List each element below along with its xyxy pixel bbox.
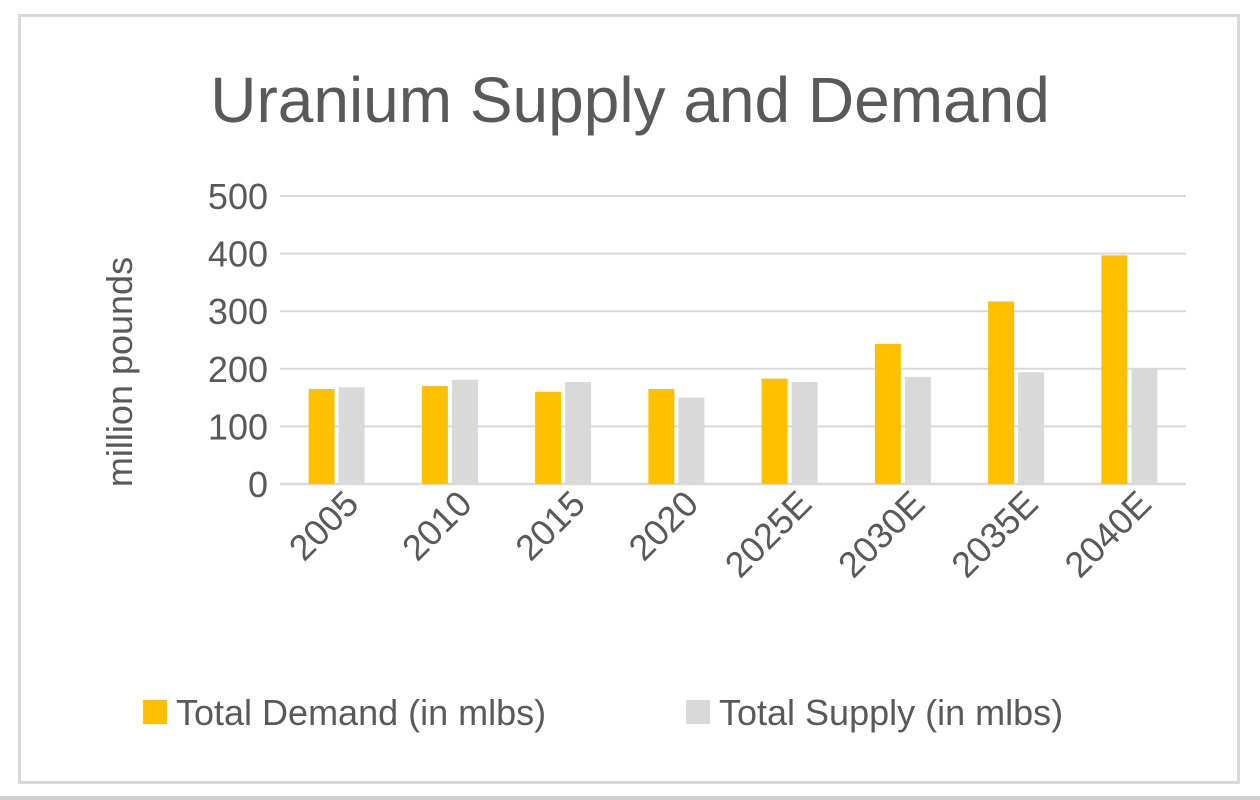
legend-swatch <box>143 700 167 724</box>
chart-title: Uranium Supply and Demand <box>210 64 1050 136</box>
legend-label: Total Supply (in mlbs) <box>719 692 1063 733</box>
x-tick-label: 2020 <box>620 483 706 569</box>
supply-bar-2010 <box>451 379 478 484</box>
supply-bar-2015 <box>565 382 592 484</box>
legend-swatch <box>686 700 710 724</box>
demand-bar-2010 <box>421 386 448 484</box>
legend-label: Total Demand (in mlbs) <box>176 692 546 733</box>
demand-bar-2020 <box>648 388 675 484</box>
x-tick-label: 2035E <box>943 483 1046 586</box>
legend: Total Demand (in mlbs) Total Supply (in m… <box>143 692 1063 733</box>
supply-bar-2030e <box>904 376 931 484</box>
x-tick-label: 2040E <box>1056 483 1159 586</box>
demand-bar-2025e <box>761 378 788 484</box>
y-tick-label: 300 <box>208 291 268 332</box>
y-tick-label: 100 <box>208 406 268 447</box>
x-tick-label: 2015 <box>507 483 593 569</box>
y-axis-ticks: 0 100 200 300 400 500 <box>208 176 268 505</box>
demand-bar-2040e <box>1101 255 1128 484</box>
bars <box>308 255 1158 484</box>
y-tick-label: 500 <box>208 176 268 217</box>
x-tick-label: 2030E <box>830 483 933 586</box>
demand-bar-2030e <box>874 344 901 484</box>
supply-bar-2040e <box>1131 368 1158 484</box>
y-tick-label: 0 <box>248 464 268 505</box>
y-axis-label: million pounds <box>99 257 140 487</box>
x-tick-label: 2010 <box>394 483 480 569</box>
demand-bar-2035e <box>988 301 1015 484</box>
gridlines <box>280 195 1186 486</box>
supply-bar-2035e <box>1018 372 1045 484</box>
x-axis-ticks: 2005 2010 2015 2020 2025E 2030E 2035E 2040E <box>281 483 1159 586</box>
supply-bar-2005 <box>338 387 365 484</box>
supply-bar-2025e <box>791 382 818 484</box>
supply-bar-2020 <box>678 397 705 484</box>
x-tick-label: 2025E <box>717 483 820 586</box>
y-tick-label: 400 <box>208 234 268 275</box>
demand-bar-2015 <box>535 391 562 484</box>
bottom-divider <box>0 796 1260 800</box>
y-tick-label: 200 <box>208 349 268 390</box>
demand-bar-2005 <box>308 388 335 484</box>
x-tick-label: 2005 <box>281 483 367 569</box>
